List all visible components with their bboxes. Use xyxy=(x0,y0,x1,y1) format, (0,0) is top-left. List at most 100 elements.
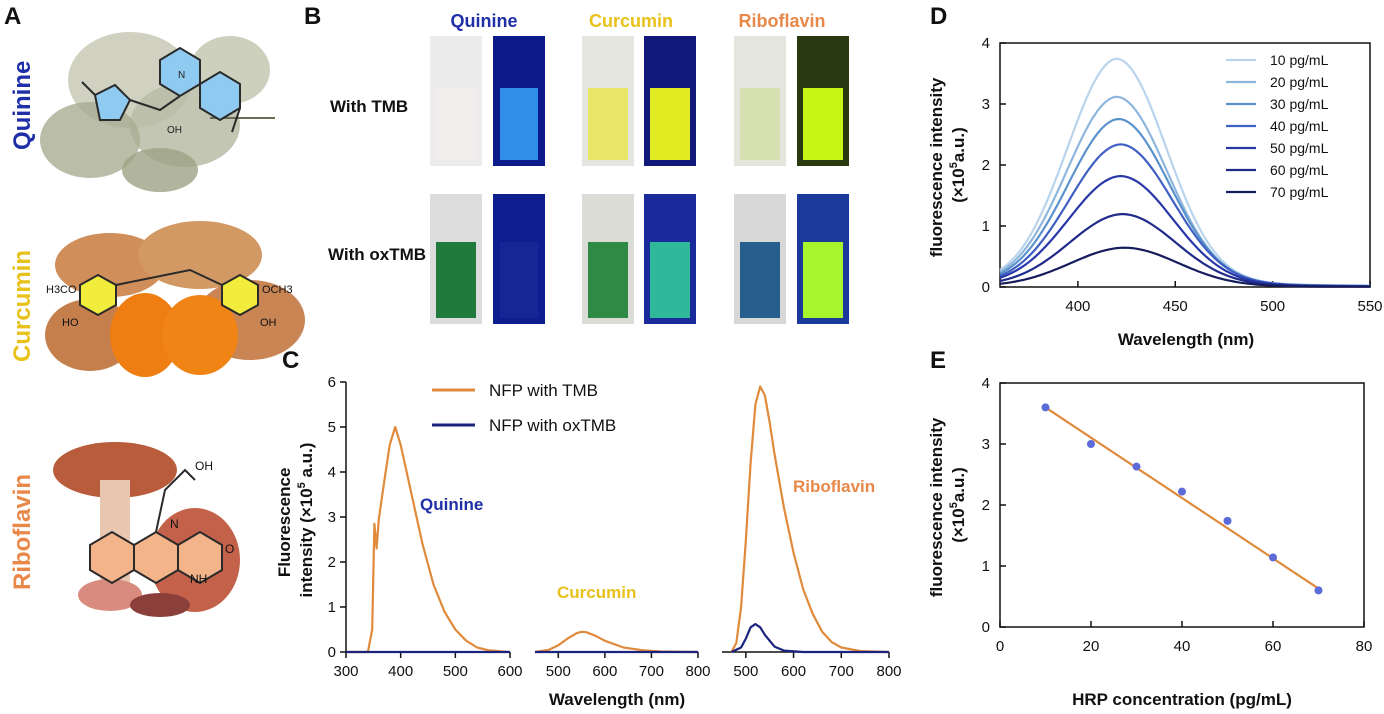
cuvette-riboflavin-oxtmb-daylight xyxy=(734,194,786,324)
d-xtick-label: 450 xyxy=(1163,298,1188,315)
e-data-point xyxy=(1269,553,1277,562)
riboflavin-n-label: N xyxy=(170,517,179,531)
c-xtick-label: 500 xyxy=(733,663,758,680)
panel-d-label: D xyxy=(930,3,947,30)
c-xtick-label: 500 xyxy=(546,663,571,680)
cuvette-quinine-tmb-uv xyxy=(493,36,545,166)
curcumin-h3co-label: H3CO xyxy=(46,284,77,296)
d-xtick-label: 400 xyxy=(1065,298,1090,315)
compound-curcumin-label: Curcumin xyxy=(9,250,36,362)
d-ytick-label: 4 xyxy=(982,35,990,52)
d-legend-label: 60 pg/mL xyxy=(1270,162,1329,178)
c-series-curcumin-tmb xyxy=(534,630,699,654)
d-xtick-label: 550 xyxy=(1357,298,1382,315)
e-xtick-label: 80 xyxy=(1356,638,1373,655)
cuvette-riboflavin-tmb-uv xyxy=(797,36,849,166)
panel-c: C Fluorescence intensity (×105 a.u.) 0 1 2… xyxy=(275,347,902,709)
curcumin-ho-label: HO xyxy=(62,317,79,329)
chart-e: 0 20 40 60 80 0 1 2 3 4 xyxy=(982,375,1373,655)
e-ytick-label: 3 xyxy=(982,436,990,453)
cuvette-curcumin-tmb-uv xyxy=(644,36,696,166)
d-series-6 xyxy=(999,213,1370,288)
e-data-point xyxy=(1178,487,1186,496)
panel-e-ylabel: fluorescence intensity (×105a.u.) xyxy=(927,413,968,597)
riboflavin-oh-label: OH xyxy=(195,459,213,473)
e-plot-frame xyxy=(999,382,1365,628)
c-ytick-label: 4 xyxy=(328,464,336,481)
e-xtick-label: 40 xyxy=(1174,638,1191,655)
chart-d: 400 450 500 550 0 1 2 3 4 10 pg/mL 20 pg/mL 30 pg/m… xyxy=(982,35,1383,315)
cuvette-quinine-oxtmb-uv xyxy=(493,194,545,324)
c-xtick-label: 700 xyxy=(829,663,854,680)
d-ytick-label: 3 xyxy=(982,96,990,113)
panel-c-label: C xyxy=(282,347,299,374)
cuvette-quinine-tmb-daylight xyxy=(430,36,482,166)
panel-d-ylabel: fluorescence intensity (×105a.u.) xyxy=(927,73,968,257)
d-ytick-label: 0 xyxy=(982,279,990,296)
d-legend-label: 20 pg/mL xyxy=(1270,74,1329,90)
curcumin-oh-label: OH xyxy=(260,317,277,329)
cuvette-curcumin-tmb-daylight xyxy=(582,36,634,166)
e-ytick-label: 1 xyxy=(982,558,990,575)
c-series-riboflavin-oxtmb xyxy=(731,623,889,654)
c-ytick-label: 6 xyxy=(328,374,336,391)
c-ytick-label: 1 xyxy=(328,599,336,616)
c-legend-label: NFP with TMB xyxy=(489,381,598,400)
c-ytick-label: 3 xyxy=(328,509,336,526)
curcumin-och3-label: OCH3 xyxy=(262,284,293,296)
d-legend-label: 50 pg/mL xyxy=(1270,140,1329,156)
e-data-point xyxy=(1041,403,1050,412)
c-xtick-label: 600 xyxy=(497,663,522,680)
panel-c-ylabel: Fluorescence intensity (×105 a.u.) xyxy=(275,443,316,598)
d-legend-label: 10 pg/mL xyxy=(1270,52,1329,68)
panel-e: E fluorescence intensity (×105a.u.) 0 20 4… xyxy=(927,347,1372,709)
d-xtick-label: 500 xyxy=(1260,298,1285,315)
cuvette-curcumin-oxtmb-daylight xyxy=(582,194,634,324)
e-fit-line xyxy=(1044,406,1320,590)
compound-quinine-label: Quinine xyxy=(9,61,36,150)
d-legend-label: 70 pg/mL xyxy=(1270,184,1329,200)
panel-d: D fluorescence intensity (×105a.u.) 400 4… xyxy=(927,3,1383,349)
c-label-quinine: Quinine xyxy=(420,495,483,514)
c-label-curcumin: Curcumin xyxy=(557,583,636,602)
e-ytick-label: 0 xyxy=(982,619,990,636)
e-data-point xyxy=(1223,516,1232,525)
c-xtick-label: 700 xyxy=(639,663,664,680)
row-with-tmb: With TMB xyxy=(330,97,408,116)
e-xtick-label: 0 xyxy=(996,638,1004,655)
header-curcumin: Curcumin xyxy=(589,11,673,31)
cuvette-quinine-oxtmb-daylight xyxy=(430,194,482,324)
e-xtick-label: 60 xyxy=(1265,638,1282,655)
panel-a: A N OH Quinine xyxy=(4,3,305,617)
d-legend-label: 40 pg/mL xyxy=(1270,118,1329,134)
riboflavin-o-label: O xyxy=(225,542,234,556)
e-ytick-label: 4 xyxy=(982,375,990,392)
chart-c: 0 1 2 3 4 5 6 300 400 500 600 500 600 700 800 500 600 700… xyxy=(328,374,902,680)
panel-d-xlabel: Wavelength (nm) xyxy=(1118,330,1254,349)
c-series-quinine-tmb xyxy=(346,425,511,654)
d-ytick-label: 2 xyxy=(982,157,990,174)
cuvette-curcumin-oxtmb-uv xyxy=(644,194,696,324)
riboflavin-structure xyxy=(89,468,223,585)
c-ytick-label: 0 xyxy=(328,644,336,661)
panel-e-xlabel: HRP concentration (pg/mL) xyxy=(1072,690,1292,709)
c-xtick-label: 300 xyxy=(333,663,358,680)
c-xtick-label: 600 xyxy=(592,663,617,680)
d-series-7 xyxy=(999,246,1370,288)
d-legend-label: 30 pg/mL xyxy=(1270,96,1329,112)
e-data-point xyxy=(1132,462,1141,471)
quinine-structure xyxy=(81,46,241,133)
row-with-oxtmb: With oxTMB xyxy=(328,245,426,264)
compound-riboflavin-label: Riboflavin xyxy=(9,474,36,590)
e-data-point xyxy=(1314,586,1323,595)
c-xtick-label: 500 xyxy=(443,663,468,680)
c-ytick-label: 5 xyxy=(328,419,336,436)
cuvette-riboflavin-oxtmb-uv xyxy=(797,194,849,324)
quinine-oh-label: OH xyxy=(167,125,182,136)
c-ytick-label: 2 xyxy=(328,554,336,571)
panel-b: B Quinine Curcumin Riboflavin With TMB W… xyxy=(304,3,849,324)
quinine-n-label: N xyxy=(178,70,185,81)
curcumin-structure xyxy=(79,268,259,317)
riboflavin-nh-label: NH xyxy=(190,572,207,586)
